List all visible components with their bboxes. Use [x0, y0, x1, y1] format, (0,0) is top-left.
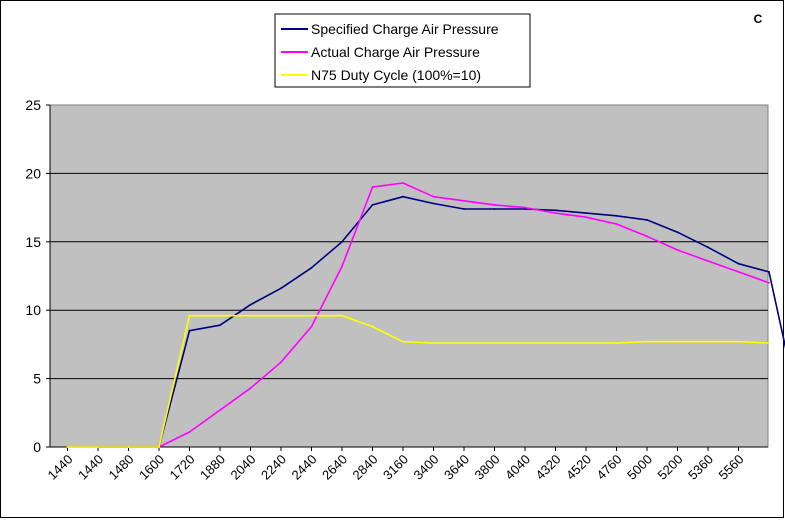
corner-label: C [754, 12, 763, 26]
y-tick-label: 10 [25, 302, 41, 318]
data-point-s0-3 [188, 329, 191, 332]
data-point-s0-20 [707, 246, 709, 249]
data-point-s2-13 [463, 342, 465, 344]
data-point-s2-15 [524, 342, 526, 344]
data-point-s1-5 [219, 409, 221, 411]
data-point-s1-6 [249, 387, 252, 390]
y-tick-label: 25 [25, 97, 41, 113]
data-point-s2-16 [554, 342, 557, 344]
data-point-s0-15 [554, 209, 557, 212]
data-point-s2-22 [737, 340, 740, 343]
data-point-s2-12 [432, 342, 435, 344]
data-point-s2-11 [402, 340, 404, 343]
data-point-s1-10 [371, 186, 374, 189]
data-point-s0-11 [432, 202, 435, 205]
data-point-s1-13 [463, 199, 465, 202]
data-point-s0-9 [371, 204, 374, 206]
data-point-s1-15 [524, 206, 526, 209]
data-point-s2-2 [127, 446, 130, 448]
data-point-s0-21 [737, 262, 740, 265]
data-point-s0-12 [463, 208, 465, 210]
data-point-s2-14 [493, 342, 496, 344]
data-point-s2-18 [615, 342, 618, 344]
series-layer [66, 182, 785, 448]
legend: Specified Charge Air Pressure Actual Cha… [274, 13, 531, 88]
data-point-s2-8 [310, 314, 313, 317]
data-point-s2-20 [676, 340, 679, 343]
series-line-1 [67, 182, 770, 448]
data-point-s2-6 [249, 314, 252, 317]
data-point-s1-16 [554, 212, 557, 215]
data-point-s1-22 [737, 271, 740, 273]
data-point-s0-4 [219, 324, 221, 327]
data-point-s1-9 [341, 265, 343, 268]
data-point-s1-20 [676, 249, 679, 251]
y-axis: 0 5 10 15 20 25 [25, 97, 51, 455]
data-point-s1-18 [615, 223, 618, 225]
series-line-0 [98, 195, 785, 448]
data-point-s0-18 [646, 219, 648, 221]
data-point-s1-23 [768, 281, 770, 284]
data-point-s2-3 [158, 446, 160, 448]
data-point-s0-6 [280, 287, 282, 290]
data-point-s0-8 [341, 240, 343, 243]
data-point-s2-23 [768, 342, 770, 344]
data-point-s0-14 [524, 208, 526, 210]
legend-label-specified: Specified Charge Air Pressure [311, 21, 499, 37]
data-point-s0-19 [676, 231, 679, 234]
data-point-s2-19 [646, 340, 648, 343]
data-point-s1-8 [310, 325, 313, 328]
data-point-s1-11 [402, 182, 404, 184]
data-point-s1-21 [707, 260, 709, 262]
data-point-s0-16 [585, 212, 587, 215]
data-point-s2-21 [707, 340, 709, 343]
gridlines [50, 172, 768, 380]
y-tick-label: 20 [25, 165, 41, 181]
data-point-s2-4 [188, 314, 191, 317]
data-point-s2-17 [585, 342, 587, 344]
legend-box [274, 13, 531, 88]
data-point-s2-5 [219, 314, 221, 317]
data-point-s0-5 [249, 303, 252, 306]
data-point-s0-17 [615, 214, 618, 217]
data-point-s1-19 [646, 235, 648, 238]
data-point-s2-0 [66, 446, 69, 448]
y-tick-label: 5 [33, 371, 41, 387]
y-tick-label: 0 [33, 439, 41, 455]
data-point-s2-9 [341, 314, 343, 317]
data-point-s0-10 [402, 195, 404, 198]
y-tick-label: 15 [25, 234, 41, 250]
data-point-s0-13 [493, 208, 496, 210]
data-point-s2-7 [280, 314, 282, 317]
data-point-s1-12 [432, 195, 435, 198]
legend-label-actual: Actual Charge Air Pressure [311, 44, 480, 60]
data-point-s0-7 [310, 266, 313, 269]
data-point-s2-1 [97, 446, 99, 448]
data-point-s1-4 [188, 431, 191, 433]
series-line-2 [67, 314, 770, 448]
data-point-s0-22 [768, 271, 770, 273]
data-point-s1-14 [493, 204, 496, 206]
legend-label-n75: N75 Duty Cycle (100%=10) [311, 67, 481, 83]
data-point-s2-10 [371, 325, 374, 328]
plot-area [49, 104, 769, 448]
data-point-s1-7 [280, 361, 282, 364]
data-point-s1-17 [585, 216, 587, 219]
